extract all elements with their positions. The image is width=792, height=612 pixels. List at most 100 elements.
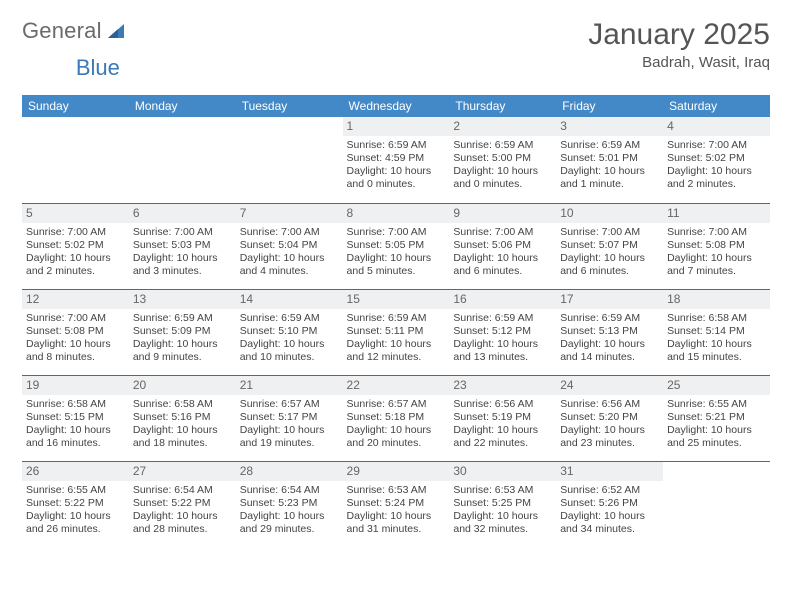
calendar-week: 26Sunrise: 6:55 AMSunset: 5:22 PMDayligh…: [22, 461, 770, 547]
calendar-day-cell: 20Sunrise: 6:58 AMSunset: 5:16 PMDayligh…: [129, 375, 236, 461]
month-title: January 2025: [588, 18, 770, 52]
day-number: 13: [129, 290, 236, 309]
daylight-text-2: and 14 minutes.: [560, 351, 659, 364]
calendar-day-cell: 25Sunrise: 6:55 AMSunset: 5:21 PMDayligh…: [663, 375, 770, 461]
daylight-text-2: and 3 minutes.: [133, 265, 232, 278]
dow-friday: Friday: [556, 95, 663, 117]
daylight-text-2: and 16 minutes.: [26, 437, 125, 450]
day-number: 17: [556, 290, 663, 309]
sunrise-text: Sunrise: 6:56 AM: [560, 398, 659, 411]
daylight-text-2: and 18 minutes.: [133, 437, 232, 450]
sunset-text: Sunset: 5:17 PM: [240, 411, 339, 424]
sunset-text: Sunset: 5:01 PM: [560, 152, 659, 165]
sunrise-text: Sunrise: 6:53 AM: [347, 484, 446, 497]
calendar-day-cell: 31Sunrise: 6:52 AMSunset: 5:26 PMDayligh…: [556, 461, 663, 547]
calendar-week: 1Sunrise: 6:59 AMSunset: 4:59 PMDaylight…: [22, 117, 770, 203]
daylight-text-2: and 4 minutes.: [240, 265, 339, 278]
daylight-text-2: and 19 minutes.: [240, 437, 339, 450]
sunset-text: Sunset: 5:15 PM: [26, 411, 125, 424]
calendar-day-cell: 27Sunrise: 6:54 AMSunset: 5:22 PMDayligh…: [129, 461, 236, 547]
daylight-text-2: and 2 minutes.: [26, 265, 125, 278]
daylight-text-1: Daylight: 10 hours: [26, 424, 125, 437]
sunrise-text: Sunrise: 6:58 AM: [667, 312, 766, 325]
day-number: 8: [343, 204, 450, 223]
daylight-text-2: and 10 minutes.: [240, 351, 339, 364]
daylight-text-1: Daylight: 10 hours: [26, 338, 125, 351]
calendar-day-cell: [663, 461, 770, 547]
calendar-day-cell: 19Sunrise: 6:58 AMSunset: 5:15 PMDayligh…: [22, 375, 129, 461]
logo-text-blue: Blue: [76, 55, 120, 80]
daylight-text-2: and 13 minutes.: [453, 351, 552, 364]
daylight-text-1: Daylight: 10 hours: [453, 252, 552, 265]
sunrise-text: Sunrise: 6:59 AM: [240, 312, 339, 325]
calendar-day-cell: 13Sunrise: 6:59 AMSunset: 5:09 PMDayligh…: [129, 289, 236, 375]
sunrise-text: Sunrise: 7:00 AM: [347, 226, 446, 239]
daylight-text-1: Daylight: 10 hours: [347, 510, 446, 523]
day-of-week-header: Sunday Monday Tuesday Wednesday Thursday…: [22, 95, 770, 117]
daylight-text-1: Daylight: 10 hours: [453, 510, 552, 523]
dow-thursday: Thursday: [449, 95, 556, 117]
sunrise-text: Sunrise: 6:57 AM: [240, 398, 339, 411]
calendar-day-cell: 21Sunrise: 6:57 AMSunset: 5:17 PMDayligh…: [236, 375, 343, 461]
daylight-text-2: and 0 minutes.: [347, 178, 446, 191]
sunset-text: Sunset: 5:16 PM: [133, 411, 232, 424]
daylight-text-1: Daylight: 10 hours: [453, 338, 552, 351]
daylight-text-2: and 6 minutes.: [560, 265, 659, 278]
daylight-text-2: and 6 minutes.: [453, 265, 552, 278]
daylight-text-1: Daylight: 10 hours: [240, 424, 339, 437]
calendar-week: 5Sunrise: 7:00 AMSunset: 5:02 PMDaylight…: [22, 203, 770, 289]
calendar-day-cell: 9Sunrise: 7:00 AMSunset: 5:06 PMDaylight…: [449, 203, 556, 289]
sunset-text: Sunset: 5:26 PM: [560, 497, 659, 510]
daylight-text-2: and 20 minutes.: [347, 437, 446, 450]
calendar-day-cell: 2Sunrise: 6:59 AMSunset: 5:00 PMDaylight…: [449, 117, 556, 203]
sunset-text: Sunset: 5:04 PM: [240, 239, 339, 252]
sunrise-text: Sunrise: 7:00 AM: [453, 226, 552, 239]
sunrise-text: Sunrise: 6:55 AM: [667, 398, 766, 411]
sunrise-text: Sunrise: 6:59 AM: [347, 139, 446, 152]
daylight-text-2: and 12 minutes.: [347, 351, 446, 364]
day-number: 2: [449, 117, 556, 136]
day-number: 31: [556, 462, 663, 481]
sunrise-text: Sunrise: 6:59 AM: [560, 139, 659, 152]
sunset-text: Sunset: 5:21 PM: [667, 411, 766, 424]
day-number: 7: [236, 204, 343, 223]
daylight-text-2: and 15 minutes.: [667, 351, 766, 364]
daylight-text-1: Daylight: 10 hours: [453, 165, 552, 178]
daylight-text-2: and 5 minutes.: [347, 265, 446, 278]
day-number: 1: [343, 117, 450, 136]
daylight-text-1: Daylight: 10 hours: [560, 165, 659, 178]
calendar-day-cell: 11Sunrise: 7:00 AMSunset: 5:08 PMDayligh…: [663, 203, 770, 289]
day-number: 23: [449, 376, 556, 395]
calendar-day-cell: 8Sunrise: 7:00 AMSunset: 5:05 PMDaylight…: [343, 203, 450, 289]
daylight-text-2: and 0 minutes.: [453, 178, 552, 191]
daylight-text-1: Daylight: 10 hours: [667, 338, 766, 351]
daylight-text-2: and 32 minutes.: [453, 523, 552, 536]
sunrise-text: Sunrise: 6:59 AM: [133, 312, 232, 325]
day-number: 27: [129, 462, 236, 481]
sunrise-text: Sunrise: 6:58 AM: [26, 398, 125, 411]
daylight-text-2: and 25 minutes.: [667, 437, 766, 450]
daylight-text-2: and 26 minutes.: [26, 523, 125, 536]
calendar-table: Sunday Monday Tuesday Wednesday Thursday…: [22, 95, 770, 547]
sunrise-text: Sunrise: 6:59 AM: [453, 312, 552, 325]
calendar-day-cell: 24Sunrise: 6:56 AMSunset: 5:20 PMDayligh…: [556, 375, 663, 461]
sunset-text: Sunset: 5:13 PM: [560, 325, 659, 338]
sunrise-text: Sunrise: 7:00 AM: [26, 226, 125, 239]
daylight-text-1: Daylight: 10 hours: [347, 424, 446, 437]
sunset-text: Sunset: 4:59 PM: [347, 152, 446, 165]
daylight-text-1: Daylight: 10 hours: [560, 424, 659, 437]
daylight-text-2: and 23 minutes.: [560, 437, 659, 450]
sunset-text: Sunset: 5:02 PM: [26, 239, 125, 252]
sunset-text: Sunset: 5:07 PM: [560, 239, 659, 252]
calendar-day-cell: 16Sunrise: 6:59 AMSunset: 5:12 PMDayligh…: [449, 289, 556, 375]
sunrise-text: Sunrise: 6:56 AM: [453, 398, 552, 411]
sunset-text: Sunset: 5:06 PM: [453, 239, 552, 252]
sunset-text: Sunset: 5:08 PM: [26, 325, 125, 338]
sunset-text: Sunset: 5:09 PM: [133, 325, 232, 338]
sunset-text: Sunset: 5:22 PM: [26, 497, 125, 510]
daylight-text-2: and 1 minute.: [560, 178, 659, 191]
day-number: 14: [236, 290, 343, 309]
daylight-text-2: and 22 minutes.: [453, 437, 552, 450]
calendar-day-cell: 6Sunrise: 7:00 AMSunset: 5:03 PMDaylight…: [129, 203, 236, 289]
calendar-day-cell: 4Sunrise: 7:00 AMSunset: 5:02 PMDaylight…: [663, 117, 770, 203]
